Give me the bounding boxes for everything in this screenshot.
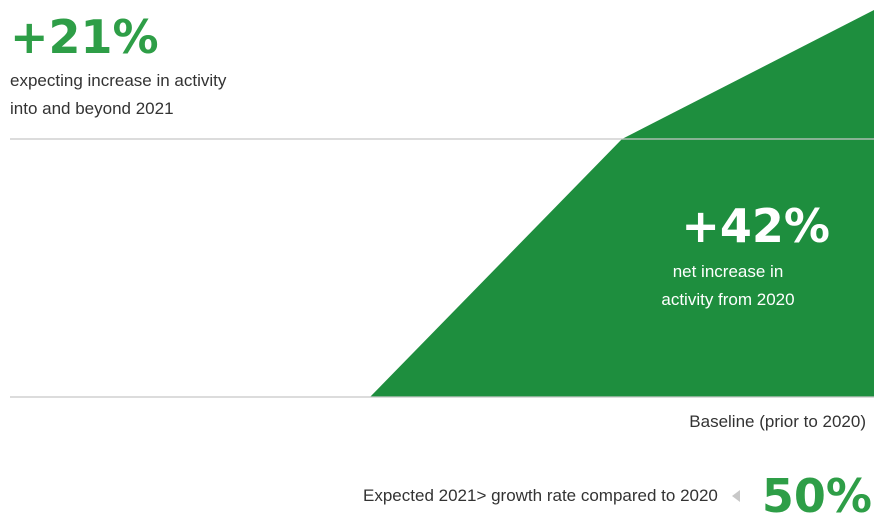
mid-percentage: +42% [681, 199, 830, 253]
growth-rate-value: 50% [761, 469, 872, 523]
baseline-label: Baseline (prior to 2020) [689, 412, 866, 431]
triangle-left-icon [731, 490, 740, 502]
growth-rate-description: Expected 2021> growth rate compared to 2… [363, 486, 718, 505]
top-description-line-1: expecting increase in activity [10, 71, 227, 90]
top-description: expecting increase in activity into and … [10, 67, 330, 123]
mid-description-line-2: activity from 2020 [661, 290, 795, 309]
growth-rate-row: Expected 2021> growth rate compared to 2… [363, 470, 872, 522]
top-percentage: +21% [10, 10, 159, 64]
activity-area [370, 10, 874, 397]
mid-description: net increase in activity from 2020 [618, 258, 838, 314]
top-description-line-2: into and beyond 2021 [10, 99, 174, 118]
mid-description-line-1: net increase in [672, 262, 784, 281]
